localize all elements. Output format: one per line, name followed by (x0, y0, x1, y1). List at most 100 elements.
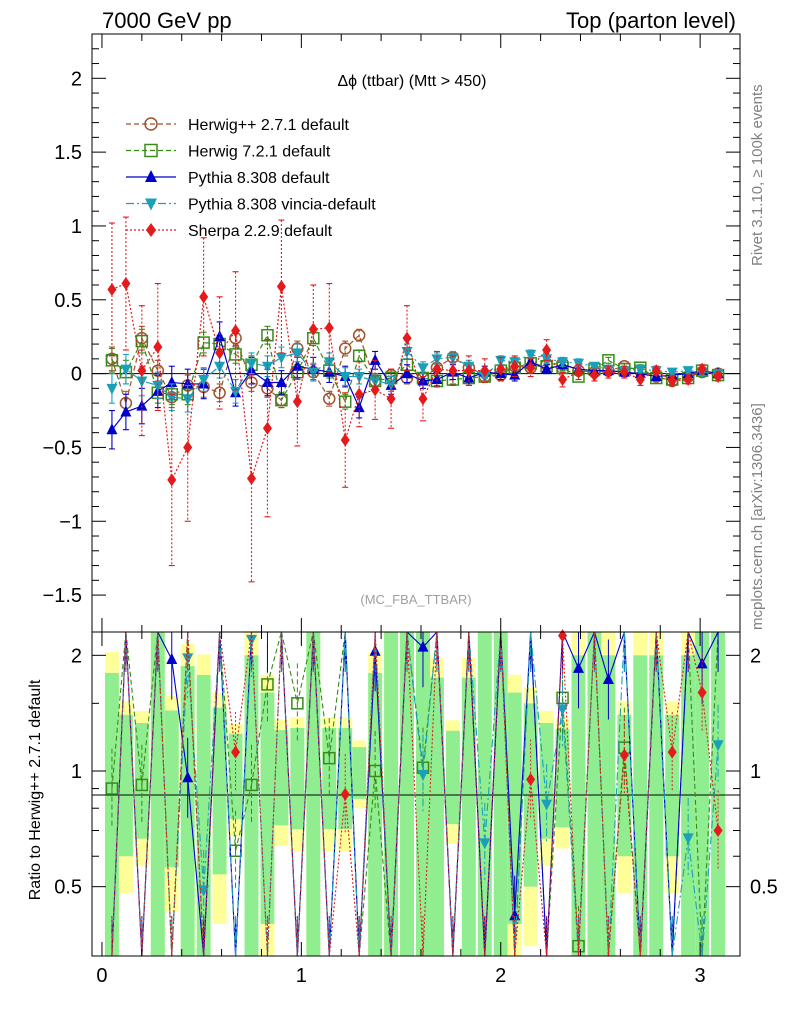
ratio-series-segment (187, 631, 205, 957)
uncertainty-band-stat (352, 747, 367, 799)
data-point (682, 366, 694, 378)
uncertainty-band-stat (461, 677, 476, 956)
ratio-data-point (245, 778, 258, 792)
series-line (111, 334, 719, 431)
uncertainty-band-stat (400, 632, 415, 956)
y-tick-label: 2 (71, 68, 82, 90)
data-point (338, 342, 352, 355)
data-point (214, 330, 226, 342)
uncertainty-band-stat (274, 730, 289, 826)
ratio-series-segment (530, 779, 548, 957)
legend-label: Herwig 7.2.1 default (188, 144, 331, 161)
uncertainty-band-stat (429, 677, 444, 956)
uncertainty-band-stat (260, 692, 275, 924)
ratio-series-segment (514, 631, 532, 957)
data-point (275, 352, 287, 364)
data-point (152, 380, 164, 392)
ratio-data-point (166, 653, 178, 665)
uncertainty-band-stat (306, 632, 321, 956)
ratio-y-tick-label-right: 2 (750, 645, 761, 667)
data-point (197, 336, 210, 349)
uncertainty-band-stat (384, 632, 399, 956)
ratio-series-segment (530, 631, 548, 957)
data-point (713, 370, 723, 384)
data-point (370, 383, 380, 397)
main-y-axis: −1.5 −1 −0.5 0 0.5 1 1.5 2 (43, 48, 740, 607)
data-point (247, 471, 257, 485)
data-point (105, 354, 119, 367)
ratio-series-segment (171, 631, 189, 957)
data-point (557, 357, 569, 369)
main-series-group (105, 216, 725, 583)
data-point (619, 365, 629, 379)
ratio-series-segment (561, 697, 580, 947)
data-point (292, 395, 302, 409)
uncertainty-band-stat (212, 707, 227, 875)
uncertainty-band-stat (477, 632, 492, 956)
ratio-y-axis-label: Ratio to Herwig++ 2.7.1 default (27, 679, 44, 900)
ratio-series-segment (607, 755, 625, 957)
data-point (432, 362, 442, 376)
ratio-series-segment (701, 692, 719, 831)
data-point (634, 364, 646, 376)
ratio-series-segment (671, 837, 689, 957)
data-point (137, 364, 147, 378)
ratio-series-segment (406, 631, 424, 648)
y-tick-label: 0 (71, 364, 82, 386)
data-point (276, 279, 286, 293)
legend-marker (145, 170, 157, 182)
uncertainty-band-stat (617, 714, 632, 857)
analysis-watermark: (MC_FBA_TTBAR) (360, 592, 471, 607)
data-point (153, 340, 163, 354)
ratio-data-point (417, 769, 429, 781)
data-point (275, 375, 287, 387)
ratio-data-point (713, 824, 723, 838)
header-energy-label: 7000 GeV pp (102, 8, 232, 33)
data-point (683, 373, 693, 387)
ratio-y-tick-label-left: 1 (71, 761, 82, 783)
data-point (464, 364, 474, 378)
x-tick-label: 3 (695, 965, 706, 987)
ratio-data-point (417, 640, 429, 652)
data-point (214, 361, 226, 373)
ratio-series-segment (623, 631, 641, 957)
ratio-series-segment (607, 631, 625, 680)
data-point (541, 362, 553, 374)
ratio-plot-frame (91, 631, 741, 957)
data-point (480, 364, 490, 378)
uncertainty-band-stat (196, 674, 211, 956)
ratio-series-segment (530, 631, 548, 805)
data-point (120, 364, 132, 376)
ratio-series-segment (623, 755, 641, 957)
uncertainty-band-stat (711, 632, 726, 956)
ratio-data-point (182, 771, 194, 783)
ratio-series-segment (422, 631, 438, 768)
series-line (111, 333, 719, 404)
ratio-data-point (135, 778, 149, 792)
ratio-data-point (198, 885, 210, 897)
legend: Herwig++ 2.7.1 default Herwig 7.2.1 defau… (126, 117, 376, 240)
ratio-data-point (105, 782, 119, 795)
ratio-series-segment (141, 631, 159, 957)
legend-label: Pythia 8.308 default (188, 170, 330, 187)
data-point (167, 473, 177, 487)
ratio-series-segment (235, 631, 253, 753)
data-point (262, 421, 272, 435)
data-point (667, 374, 677, 388)
ratio-y-tick-label-left: 2 (71, 645, 82, 667)
data-point (246, 358, 258, 370)
uncertainty-band-stat (118, 714, 133, 857)
data-point (324, 321, 334, 335)
data-point (526, 361, 536, 375)
ratio-series-segment (171, 659, 189, 778)
ratio-series-segment (374, 770, 392, 957)
data-point (448, 364, 458, 378)
ratio-series-segment (157, 631, 173, 660)
ratio-y-axis: 0.5 0.5 1 1 2 2 (54, 645, 778, 898)
ratio-series-segment (250, 684, 269, 785)
legend-label: Sherpa 2.2.9 default (188, 223, 333, 240)
uncertainty-band-stat (493, 632, 508, 956)
data-point (340, 433, 350, 447)
x-axis: 0 1 2 3 (96, 34, 706, 987)
x-tick-label: 2 (495, 965, 506, 987)
